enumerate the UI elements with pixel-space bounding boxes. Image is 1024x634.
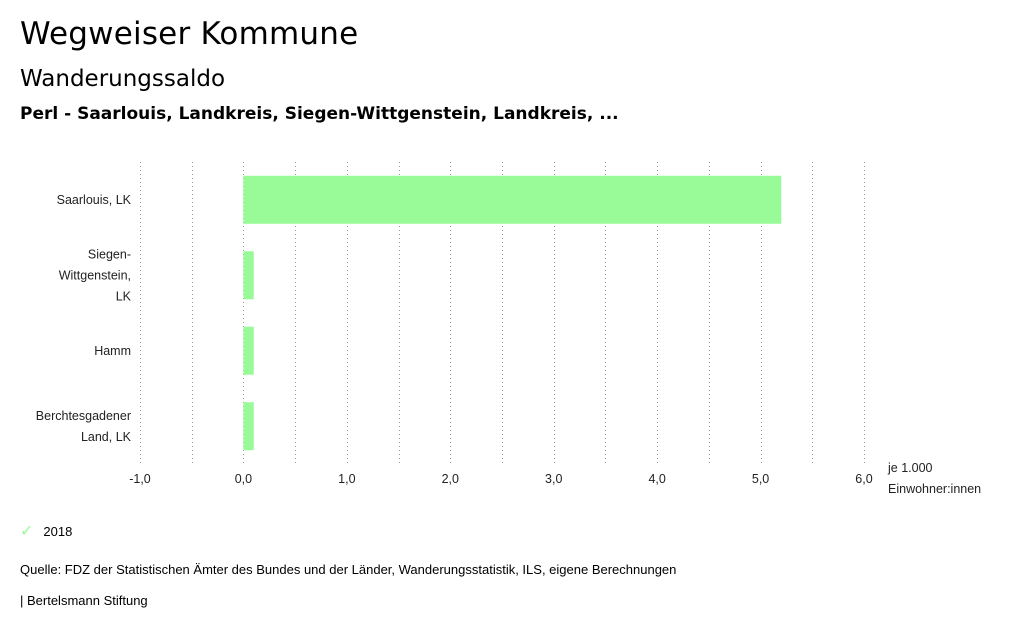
x-tick-label: -1,0	[129, 472, 151, 486]
category-label: Wittgenstein,	[59, 268, 131, 282]
x-tick-label: 3,0	[545, 472, 562, 486]
x-tick-label: 4,0	[648, 472, 665, 486]
category-label: Hamm	[94, 344, 131, 358]
category-label: Land, LK	[81, 430, 132, 444]
x-tick-label: 6,0	[855, 472, 872, 486]
bar-chart: -1,0 0,0 1,0 2,0 3,0 4,0 5,0 6,0 je 1.000 Einwohn…	[36, 162, 981, 496]
check-icon: ✓	[20, 523, 34, 540]
brand-note: | Bertelsmann Stiftung	[20, 593, 148, 608]
category-label: LK	[116, 289, 132, 303]
bar	[243, 251, 254, 300]
chart-legend[interactable]: ✓ 2018	[20, 521, 72, 541]
source-note: Quelle: FDZ der Statistischen Ämter des …	[20, 562, 677, 577]
x-tick-label: 0,0	[235, 472, 252, 486]
x-tick-label: 5,0	[752, 472, 769, 486]
x-axis-unit-label: Einwohner:innen	[888, 482, 981, 496]
x-axis-unit-label: je 1.000	[887, 461, 933, 475]
bar	[243, 175, 782, 224]
chart-subtitle: Wanderungssaldo	[20, 66, 226, 92]
region-selection: Perl - Saarlouis, Landkreis, Siegen-Witt…	[20, 104, 619, 124]
page-title: Wegweiser Kommune	[20, 16, 359, 52]
bar	[243, 402, 254, 451]
bar	[243, 326, 254, 375]
x-tick-label: 1,0	[338, 472, 355, 486]
category-label: Saarlouis, LK	[57, 193, 132, 207]
category-label: Berchtesgadener	[36, 409, 131, 423]
legend-label-2018: 2018	[43, 523, 73, 539]
x-tick-label: 2,0	[442, 472, 459, 486]
category-label: Siegen-	[88, 247, 131, 261]
